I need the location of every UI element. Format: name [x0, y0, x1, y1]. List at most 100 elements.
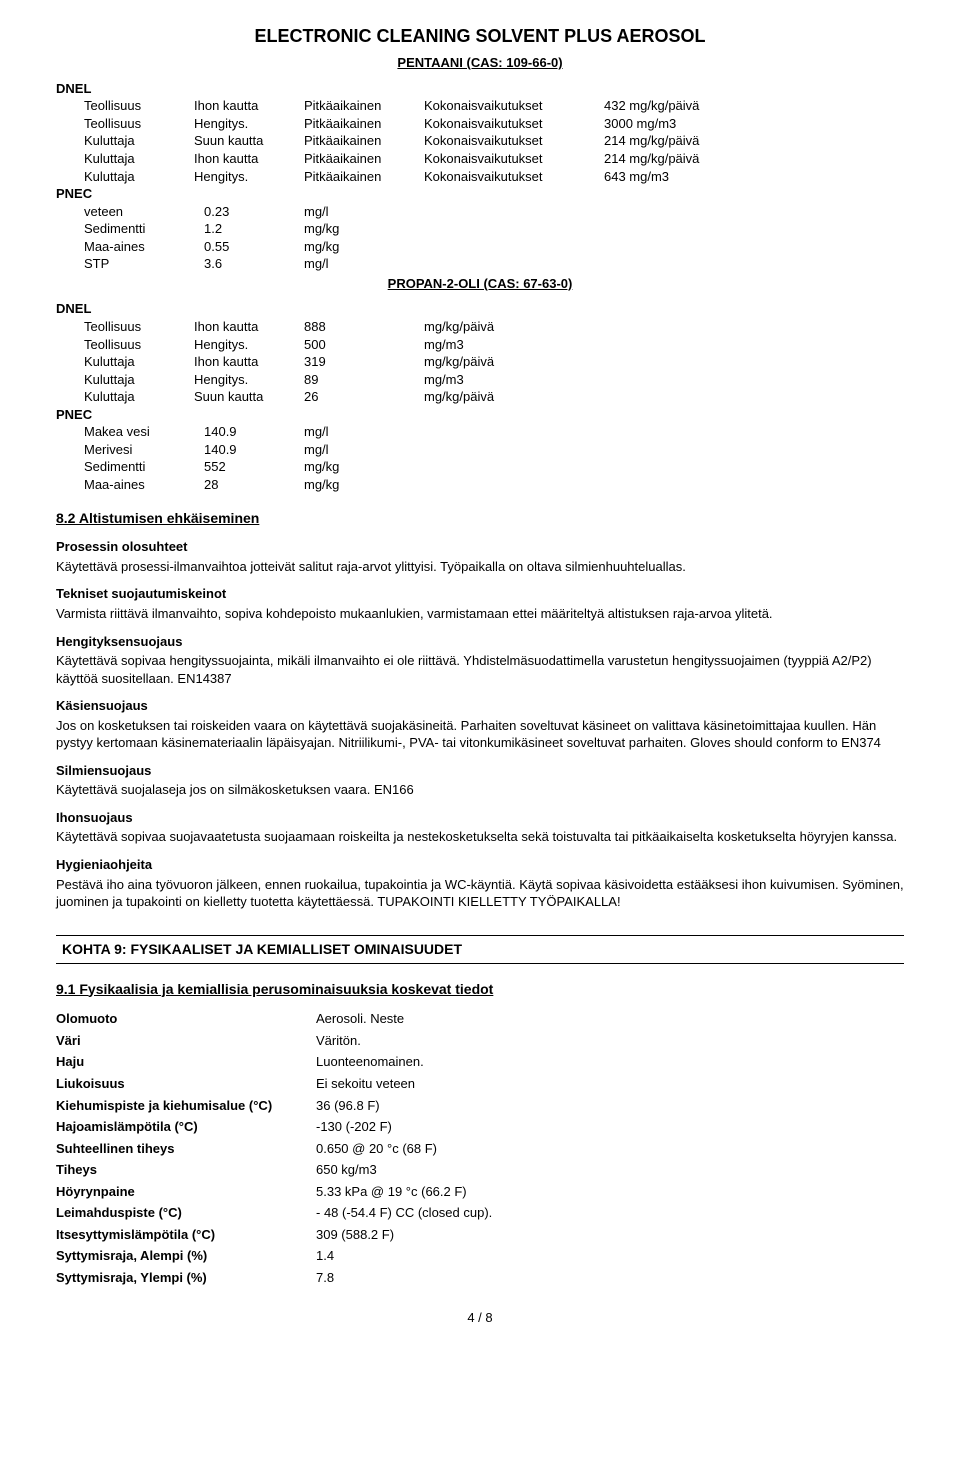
- table-row: Kuluttaja Hengitys. 89 mg/m3: [84, 371, 904, 389]
- cell: 552: [204, 458, 304, 476]
- cell: mg/kg: [304, 476, 424, 494]
- cell: mg/l: [304, 203, 424, 221]
- prop-value: 309 (588.2 F): [316, 1226, 904, 1244]
- prop-label: Haju: [56, 1053, 316, 1071]
- table-row: Kuluttaja Ihon kautta Pitkäaikainen Koko…: [84, 150, 904, 168]
- table-row: Sedimentti 552 mg/kg: [84, 458, 904, 476]
- prop-value: 36 (96.8 F): [316, 1097, 904, 1115]
- table-row: Kuluttaja Suun kautta Pitkäaikainen Koko…: [84, 132, 904, 150]
- table-row: Suhteellinen tiheys0.650 @ 20 °c (68 F): [56, 1140, 904, 1158]
- table-row: HajuLuonteenomainen.: [56, 1053, 904, 1071]
- cell: Kokonaisvaikutukset: [424, 168, 604, 186]
- cell: 214 mg/kg/päivä: [604, 132, 764, 150]
- cell: Kuluttaja: [84, 150, 194, 168]
- table-row: Teollisuus Ihon kautta 888 mg/kg/päivä: [84, 318, 904, 336]
- table-row: Kuluttaja Hengitys. Pitkäaikainen Kokona…: [84, 168, 904, 186]
- cell: Sedimentti: [84, 220, 204, 238]
- resp-heading: Hengityksensuojaus: [56, 633, 904, 651]
- cell: 89: [304, 371, 424, 389]
- prop-label: Kiehumispiste ja kiehumisalue (°C): [56, 1097, 316, 1115]
- cell: Kokonaisvaikutukset: [424, 132, 604, 150]
- table-row: Makea vesi 140.9 mg/l: [84, 423, 904, 441]
- properties-table: OlomuotoAerosoli. Neste VäriVäritön. Haj…: [56, 1010, 904, 1286]
- process-text: Käytettävä prosessi-ilmanvaihtoa jotteiv…: [56, 558, 904, 576]
- cell: mg/m3: [424, 336, 604, 354]
- table-row: Teollisuus Ihon kautta Pitkäaikainen Kok…: [84, 97, 904, 115]
- cell: Maa-aines: [84, 476, 204, 494]
- hand-heading: Käsiensuojaus: [56, 697, 904, 715]
- cell: 432 mg/kg/päivä: [604, 97, 764, 115]
- prop-label: Höyrynpaine: [56, 1183, 316, 1201]
- section-8-2-title: 8.2 Altistumisen ehkäiseminen: [56, 509, 904, 528]
- prop-label: Suhteellinen tiheys: [56, 1140, 316, 1158]
- cell: Kuluttaja: [84, 371, 194, 389]
- cell: 214 mg/kg/päivä: [604, 150, 764, 168]
- table-row: Syttymisraja, Alempi (%)1.4: [56, 1247, 904, 1265]
- propan-dnel-table: Teollisuus Ihon kautta 888 mg/kg/päivä T…: [56, 318, 904, 406]
- cell: 26: [304, 388, 424, 406]
- table-row: Leimahduspiste (°C)- 48 (-54.4 F) CC (cl…: [56, 1204, 904, 1222]
- cell: Hengitys.: [194, 168, 304, 186]
- cell: mg/kg/päivä: [424, 318, 604, 336]
- pentaani-heading: PENTAANI (CAS: 109-66-0): [56, 54, 904, 72]
- table-row: Teollisuus Hengitys. 500 mg/m3: [84, 336, 904, 354]
- cell: Merivesi: [84, 441, 204, 459]
- cell: 500: [304, 336, 424, 354]
- table-row: Itsesyttymislämpötila (°C)309 (588.2 F): [56, 1226, 904, 1244]
- pentaani-dnel-table: Teollisuus Ihon kautta Pitkäaikainen Kok…: [56, 97, 904, 185]
- prop-label: Olomuoto: [56, 1010, 316, 1028]
- prop-label: Väri: [56, 1032, 316, 1050]
- pnec-label-propan: PNEC: [56, 406, 904, 424]
- cell: 28: [204, 476, 304, 494]
- table-row: VäriVäritön.: [56, 1032, 904, 1050]
- prop-value: 0.650 @ 20 °c (68 F): [316, 1140, 904, 1158]
- prop-label: Hajoamislämpötila (°C): [56, 1118, 316, 1136]
- cell: 888: [304, 318, 424, 336]
- section-9-1-title: 9.1 Fysikaalisia ja kemiallisia perusomi…: [56, 980, 904, 999]
- cell: mg/l: [304, 255, 424, 273]
- cell: Pitkäaikainen: [304, 168, 424, 186]
- tech-heading: Tekniset suojautumiskeinot: [56, 585, 904, 603]
- cell: Kuluttaja: [84, 353, 194, 371]
- cell: Pitkäaikainen: [304, 115, 424, 133]
- cell: Kuluttaja: [84, 168, 194, 186]
- cell: Ihon kautta: [194, 353, 304, 371]
- resp-text: Käytettävä sopivaa hengityssuojainta, mi…: [56, 652, 904, 687]
- cell: Kokonaisvaikutukset: [424, 150, 604, 168]
- eye-heading: Silmiensuojaus: [56, 762, 904, 780]
- prop-value: 650 kg/m3: [316, 1161, 904, 1179]
- cell: 643 mg/m3: [604, 168, 764, 186]
- cell: mg/l: [304, 441, 424, 459]
- propan-pnec-table: Makea vesi 140.9 mg/l Merivesi 140.9 mg/…: [56, 423, 904, 493]
- table-row: Höyrynpaine5.33 kPa @ 19 °c (66.2 F): [56, 1183, 904, 1201]
- cell: Teollisuus: [84, 318, 194, 336]
- prop-value: - 48 (-54.4 F) CC (closed cup).: [316, 1204, 904, 1222]
- propan-heading: PROPAN-2-OLI (CAS: 67-63-0): [56, 275, 904, 293]
- table-row: OlomuotoAerosoli. Neste: [56, 1010, 904, 1028]
- table-row: LiukoisuusEi sekoitu veteen: [56, 1075, 904, 1093]
- skin-text: Käytettävä sopivaa suojavaatetusta suoja…: [56, 828, 904, 846]
- cell: STP: [84, 255, 204, 273]
- prop-value: Aerosoli. Neste: [316, 1010, 904, 1028]
- table-row: STP 3.6 mg/l: [84, 255, 904, 273]
- cell: Pitkäaikainen: [304, 132, 424, 150]
- table-row: Kuluttaja Suun kautta 26 mg/kg/päivä: [84, 388, 904, 406]
- cell: Pitkäaikainen: [304, 150, 424, 168]
- prop-value: 5.33 kPa @ 19 °c (66.2 F): [316, 1183, 904, 1201]
- cell: Kuluttaja: [84, 388, 194, 406]
- cell: 3000 mg/m3: [604, 115, 764, 133]
- prop-value: -130 (-202 F): [316, 1118, 904, 1136]
- prop-label: Liukoisuus: [56, 1075, 316, 1093]
- prop-value: 1.4: [316, 1247, 904, 1265]
- table-row: Syttymisraja, Ylempi (%)7.8: [56, 1269, 904, 1287]
- table-row: Merivesi 140.9 mg/l: [84, 441, 904, 459]
- cell: 3.6: [204, 255, 304, 273]
- cell: Ihon kautta: [194, 97, 304, 115]
- skin-heading: Ihonsuojaus: [56, 809, 904, 827]
- cell: Hengitys.: [194, 336, 304, 354]
- table-row: Kuluttaja Ihon kautta 319 mg/kg/päivä: [84, 353, 904, 371]
- hyg-heading: Hygieniaohjeita: [56, 856, 904, 874]
- dnel-label-pentaani: DNEL: [56, 80, 904, 98]
- tech-text: Varmista riittävä ilmanvaihto, sopiva ko…: [56, 605, 904, 623]
- pentaani-pnec-table: veteen 0.23 mg/l Sedimentti 1.2 mg/kg Ma…: [56, 203, 904, 273]
